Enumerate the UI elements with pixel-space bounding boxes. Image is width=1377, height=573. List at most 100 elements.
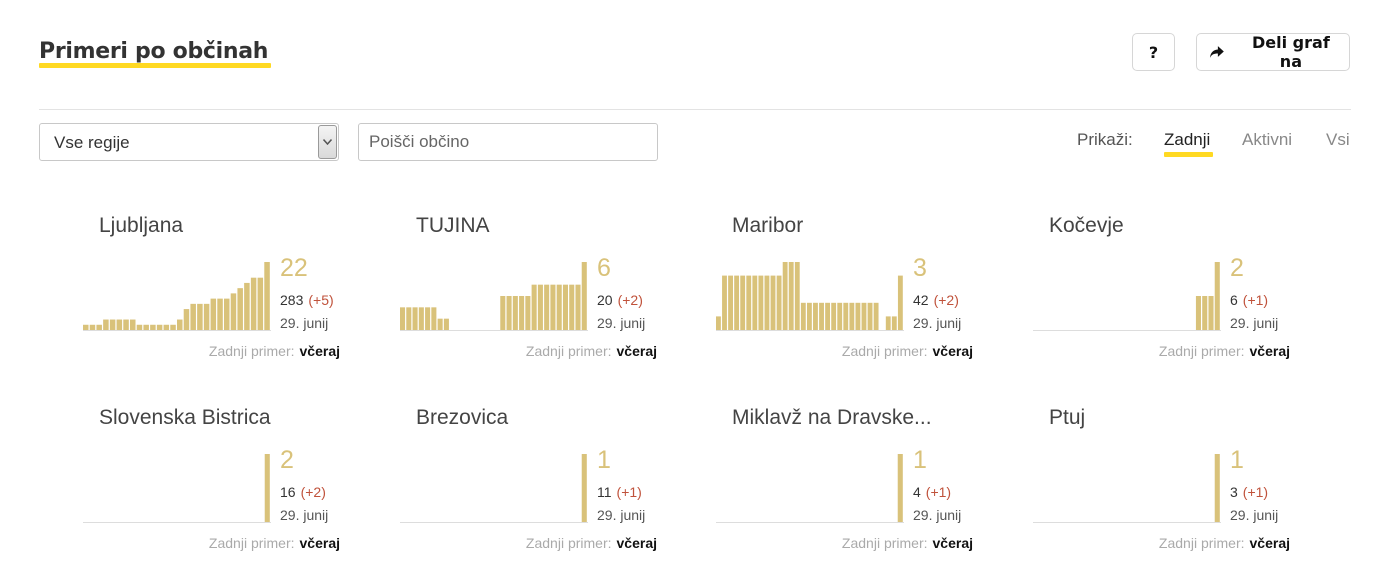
municipality-name: Miklavž na Dravske...	[732, 406, 932, 429]
chart-bar	[885, 316, 891, 330]
sparkline-chart	[400, 454, 588, 523]
last-case: Zadnji primer: včeraj	[526, 535, 657, 551]
chart-bar	[431, 307, 437, 330]
chart-bar	[776, 275, 782, 330]
option-active-underline	[1164, 152, 1213, 157]
chevron-down-icon[interactable]	[318, 125, 337, 159]
chart-bar	[103, 319, 109, 330]
chart-bar	[1214, 454, 1220, 522]
municipality-card[interactable]: TUJINA 6 20 (+2) 29. junij Zadnji primer:…	[356, 200, 676, 375]
chart-bar	[136, 324, 143, 330]
municipality-card[interactable]: Ptuj 1 3 (+1) 29. junij Zadnji primer: vče…	[989, 392, 1309, 567]
chart-bar	[556, 284, 562, 330]
page-title: Primeri po občinah	[39, 39, 269, 64]
chart-bar	[1208, 296, 1214, 330]
chart-bar	[177, 319, 183, 330]
last-date: 29. junij	[597, 507, 646, 523]
chart-bar	[250, 277, 257, 330]
last-case-value: včeraj	[299, 343, 340, 359]
last-date: 29. junij	[280, 507, 329, 523]
header-divider	[39, 109, 1351, 110]
chart-bar	[130, 319, 136, 330]
chart-bar	[519, 296, 525, 330]
delta-count: (+1)	[1242, 292, 1269, 308]
chart-bar	[83, 324, 89, 330]
chart-bar	[210, 298, 217, 330]
chart-bar	[425, 307, 431, 330]
chart-bar	[506, 296, 512, 330]
total-count: 42	[913, 292, 929, 308]
chart-bar	[813, 302, 818, 330]
help-button[interactable]: ?	[1132, 33, 1175, 71]
chart-bar	[819, 302, 824, 330]
total-count: 4	[913, 484, 921, 500]
municipality-name: Brezovica	[416, 406, 509, 429]
chart-bar	[897, 454, 903, 522]
option-vsi[interactable]: Vsi	[1326, 130, 1350, 149]
option-aktivni[interactable]: Aktivni	[1242, 130, 1293, 149]
municipality-card[interactable]: Miklavž na Dravske... 1 4 (+1) 29. junij …	[672, 392, 992, 567]
share-arrow-icon	[1209, 46, 1224, 58]
last-date: 29. junij	[913, 507, 962, 523]
chart-bar	[746, 275, 752, 330]
chart-bar	[825, 302, 831, 330]
region-select-value: Vse regije	[54, 133, 130, 152]
total-count: 3	[1230, 484, 1238, 500]
chart-bar	[244, 282, 250, 330]
municipality-name: Slovenska Bistrica	[99, 406, 271, 429]
total-count: 20	[597, 292, 613, 308]
municipality-card[interactable]: Maribor 3 42 (+2) 29. junij Zadnji primer…	[672, 200, 992, 375]
municipality-card[interactable]: Ljubljana 22 283 (+5) 29. junij Zadnji pr…	[39, 200, 359, 375]
new-cases-count: 1	[1230, 446, 1244, 474]
chart-bar	[581, 262, 587, 330]
last-case-label: Zadnji primer:	[841, 535, 928, 551]
chart-bar	[443, 318, 449, 330]
region-select[interactable]: Vse regije	[39, 123, 339, 161]
last-case-value: včeraj	[932, 535, 973, 551]
chart-bar	[257, 277, 264, 330]
new-cases-count: 1	[597, 446, 611, 474]
chart-bar	[123, 319, 129, 330]
municipality-name: Ljubljana	[99, 214, 184, 237]
chart-bar	[728, 275, 733, 330]
chart-bar	[150, 324, 156, 330]
delta-count: (+1)	[925, 484, 952, 500]
chart-bar	[1202, 296, 1208, 330]
chart-bar	[224, 298, 230, 330]
new-cases-count: 22	[280, 254, 308, 282]
option-zadnji[interactable]: Zadnji	[1164, 130, 1211, 149]
municipality-card[interactable]: Kočevje 2 6 (+1) 29. junij Zadnji primer:…	[989, 200, 1309, 375]
chart-bar	[1214, 262, 1220, 330]
municipality-search-input[interactable]	[358, 123, 658, 161]
chart-bar	[163, 324, 170, 330]
chart-bar	[788, 262, 794, 330]
total-count: 16	[280, 484, 296, 500]
chart-bar	[197, 303, 203, 330]
chart-bar	[581, 454, 587, 522]
delta-count: (+5)	[308, 292, 334, 308]
municipality-card[interactable]: Slovenska Bistrica 2 16 (+2) 29. junij Za…	[39, 392, 359, 567]
chart-bar	[116, 319, 123, 330]
municipality-card[interactable]: Brezovica 1 11 (+1) 29. junij Zadnji prim…	[356, 392, 676, 567]
last-case-label: Zadnji primer:	[1158, 535, 1245, 551]
total-line: 20 (+2)	[597, 292, 643, 308]
chart-bar	[544, 284, 550, 330]
chart-bar	[722, 275, 727, 330]
chart-bar	[550, 284, 556, 330]
chart-bar	[855, 302, 861, 330]
last-case-label: Zadnji primer:	[208, 343, 295, 359]
chart-bar	[891, 316, 897, 330]
last-case: Zadnji primer: včeraj	[842, 535, 973, 551]
chart-bar	[203, 303, 210, 330]
chart-bar	[525, 296, 531, 330]
municipality-name: Maribor	[732, 214, 804, 237]
share-button[interactable]: Deli graf na	[1196, 33, 1350, 71]
chart-bar	[752, 275, 758, 330]
chart-bar	[217, 298, 223, 330]
chart-bar	[764, 275, 770, 330]
chart-bar	[867, 302, 873, 330]
delta-count: (+1)	[1242, 484, 1269, 500]
last-case-label: Zadnji primer:	[841, 343, 928, 359]
last-case-value: včeraj	[616, 343, 657, 359]
chart-bar	[861, 302, 867, 330]
